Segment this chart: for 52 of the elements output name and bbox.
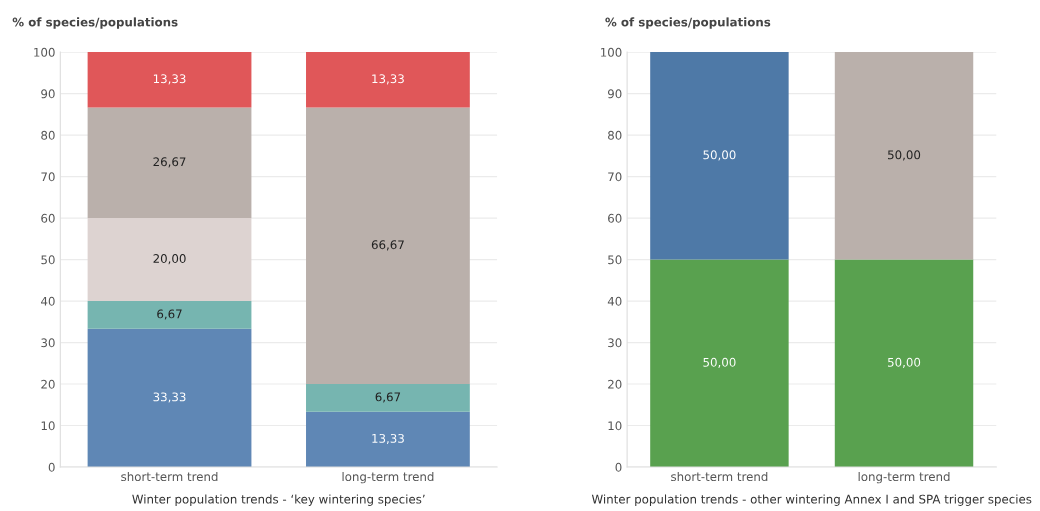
y-tick-label: 100 (34, 47, 55, 57)
y-tick-label: 70 (41, 172, 55, 182)
data-label: 66,67 (371, 240, 404, 251)
y-tick-label: 60 (41, 213, 55, 223)
bar (87, 301, 252, 329)
x-axis-title: Winter population trends - ‘key wintering species’ (132, 494, 425, 506)
y-tick-label: 40 (607, 296, 622, 306)
bar (87, 107, 252, 219)
data-label: 6,67 (375, 392, 401, 403)
bar (306, 52, 470, 108)
bar (87, 52, 252, 108)
data-label: 50,00 (703, 150, 736, 161)
y-axis-title: % of species/populations (12, 17, 178, 29)
data-label: 26,67 (153, 157, 186, 168)
data-label: 33,33 (153, 392, 186, 403)
y-tick-label: 20 (41, 379, 55, 389)
data-label: 50,00 (703, 357, 736, 368)
x-tick-label: short-term trend (671, 471, 768, 482)
y-tick-label: 10 (41, 421, 55, 431)
bar (306, 411, 470, 468)
y-tick-label: 30 (41, 338, 55, 348)
data-label: 20,00 (153, 254, 186, 265)
data-label: 13,33 (372, 433, 404, 445)
data-label: 13,33 (372, 74, 404, 85)
y-tick-label: 100 (601, 47, 622, 57)
x-tick-label: long-term trend (858, 471, 950, 484)
y-tick-label: 10 (608, 421, 622, 431)
y-tick-label: 50 (608, 255, 622, 265)
y-tick-label: 70 (608, 172, 622, 182)
x-tick-label: short-term trend (121, 471, 218, 482)
y-tick-label: 60 (608, 213, 622, 223)
data-label: 50,00 (888, 357, 921, 368)
y-tick-label: 0 (615, 462, 622, 472)
data-label: 50,00 (888, 150, 921, 161)
y-tick-label: 30 (608, 338, 622, 348)
x-axis-title: Winter population trends - other wintering Annex I and SPA trigger species (591, 494, 1032, 506)
bar (87, 328, 252, 468)
bar (87, 218, 252, 302)
data-label: 6,67 (157, 309, 182, 320)
y-tick-label: 80 (41, 130, 55, 140)
y-tick-label: 50 (41, 255, 55, 265)
data-label: 13,33 (153, 74, 186, 85)
y-tick-label: 0 (48, 462, 55, 472)
x-tick-label: long-term trend (342, 471, 434, 484)
y-tick-label: 80 (608, 130, 622, 140)
y-tick-label: 40 (41, 296, 55, 306)
y-tick-label: 90 (41, 89, 55, 99)
y-tick-label: 20 (608, 379, 622, 389)
y-axis-title: % of species/populations (605, 17, 771, 29)
bar (306, 384, 470, 412)
bar (306, 107, 470, 385)
y-tick-label: 90 (607, 89, 622, 99)
